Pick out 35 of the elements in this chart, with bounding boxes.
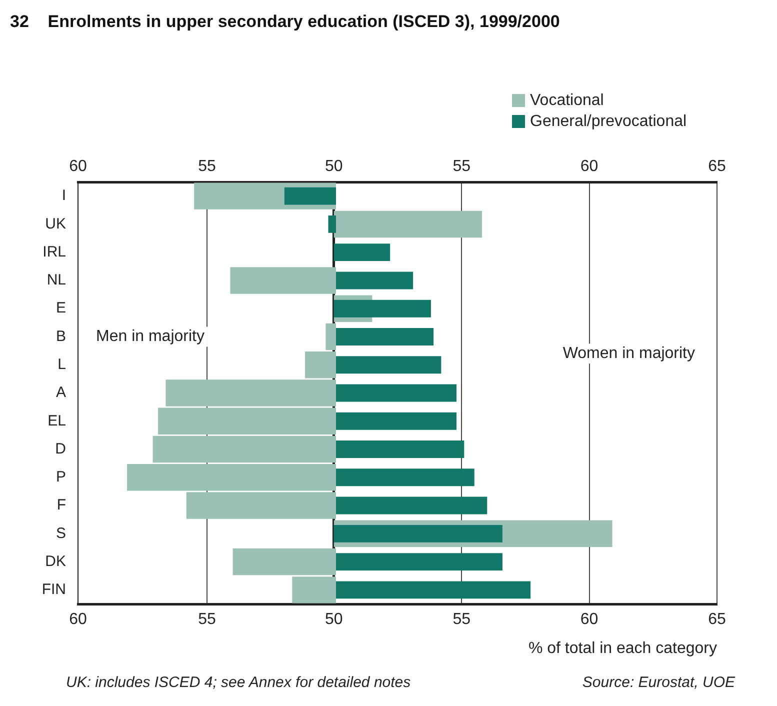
x-tick-label: 55 bbox=[452, 158, 471, 175]
x2-tick-label: 50 bbox=[325, 611, 343, 628]
y-tick-label: A bbox=[56, 384, 66, 402]
y-tick-label: D bbox=[55, 440, 66, 458]
x2-tick-label: 55 bbox=[452, 611, 471, 628]
x2-tick-label: 55 bbox=[198, 611, 216, 628]
x-tick-label: 55 bbox=[198, 158, 216, 175]
y-tick-label: EL bbox=[48, 412, 66, 430]
x2-tick-label: 65 bbox=[708, 611, 726, 628]
chart-title: 32 Enrolments in upper secondary education (ISCED 3), 1999/2000 bbox=[10, 12, 560, 32]
y-tick-label: FIN bbox=[42, 581, 66, 598]
y-tick-label: L bbox=[58, 356, 66, 374]
x-axis-title: % of total in each category bbox=[528, 640, 717, 658]
legend-label: Vocational bbox=[530, 92, 604, 110]
y-tick-label: UK bbox=[45, 215, 66, 232]
y-tick-label: DK bbox=[45, 552, 66, 570]
y-tick-label: F bbox=[56, 496, 66, 514]
x-tick-label: 60 bbox=[580, 158, 598, 175]
y-tick-label: IRL bbox=[42, 243, 66, 260]
y-tick-label: E bbox=[56, 300, 66, 317]
y-tick-label: B bbox=[56, 328, 66, 345]
annotation: Women in majority bbox=[562, 345, 695, 362]
text: UK: includes ISCED 4; see Annex for detailed notes bbox=[66, 674, 411, 691]
x-tick-label: 50 bbox=[325, 158, 343, 175]
x-tick-label: 60 bbox=[69, 158, 87, 175]
y-tick-label: NL bbox=[46, 272, 66, 289]
annotation: Men in majority bbox=[96, 328, 204, 346]
x-tick-label: 65 bbox=[708, 158, 726, 175]
x2-tick-label: 60 bbox=[69, 611, 87, 628]
legend-label: General/prevocational bbox=[530, 112, 687, 130]
x2-tick-label: 60 bbox=[580, 611, 598, 628]
source-note: Source: Eurostat, UOE bbox=[582, 674, 735, 691]
y-tick-label: I bbox=[62, 187, 66, 204]
y-tick-label: S bbox=[56, 524, 66, 542]
y-tick-label: P bbox=[56, 468, 66, 486]
